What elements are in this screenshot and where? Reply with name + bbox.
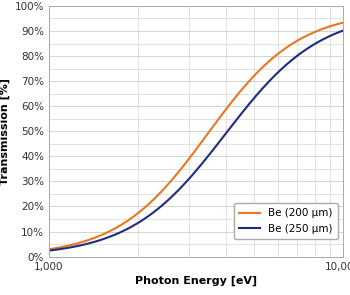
Be (200 μm) xyxy=(276,52,280,55)
Be (200 μm) xyxy=(176,170,181,174)
Be (200 μm) xyxy=(341,21,345,24)
Be (250 μm) xyxy=(176,188,181,192)
Y-axis label: Transmission [%]: Transmission [%] xyxy=(0,78,10,185)
Be (250 μm) xyxy=(276,70,280,74)
Be (200 μm) xyxy=(281,48,286,51)
Be (250 μm) xyxy=(341,29,345,32)
Line: Be (200 μm): Be (200 μm) xyxy=(49,23,343,249)
Be (200 μm) xyxy=(47,248,51,251)
Be (250 μm) xyxy=(47,249,51,253)
Be (200 μm) xyxy=(166,183,170,186)
X-axis label: Photon Energy [eV]: Photon Energy [eV] xyxy=(135,276,257,286)
Be (200 μm) xyxy=(249,77,253,81)
Be (200 μm) xyxy=(77,241,81,245)
Be (250 μm) xyxy=(249,100,253,104)
Be (250 μm) xyxy=(166,199,170,202)
Line: Be (250 μm): Be (250 μm) xyxy=(49,31,343,251)
Be (250 μm) xyxy=(77,244,81,248)
Be (250 μm) xyxy=(281,65,286,69)
Legend: Be (200 μm), Be (250 μm): Be (200 μm), Be (250 μm) xyxy=(234,203,338,239)
